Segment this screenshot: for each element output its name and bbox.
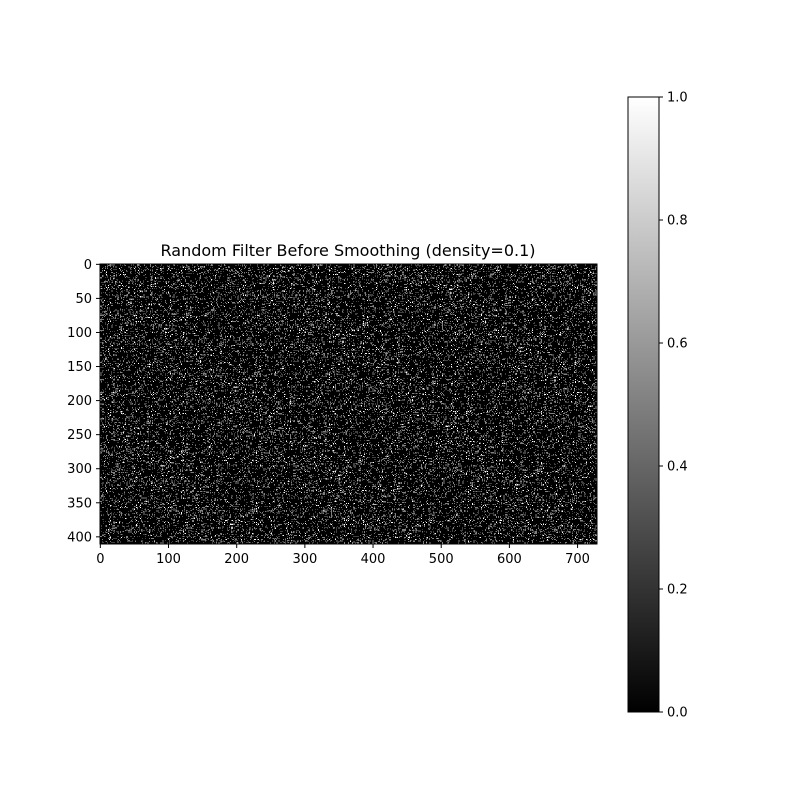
colorbar-tick-label: 1.0 bbox=[667, 91, 688, 106]
chart-title: Random Filter Before Smoothing (density=… bbox=[161, 241, 536, 260]
colorbar-tick-label: 0.6 bbox=[667, 337, 688, 352]
x-tick-label: 400 bbox=[361, 552, 386, 567]
y-tick-label: 150 bbox=[67, 360, 92, 375]
colorbar-tick-label: 0.8 bbox=[667, 214, 688, 229]
y-tick-label: 0 bbox=[84, 258, 92, 273]
y-tick-label: 300 bbox=[67, 462, 92, 477]
plot-frame bbox=[99, 263, 598, 545]
colorbar-tick-label: 0.4 bbox=[667, 460, 688, 475]
y-tick-label: 50 bbox=[75, 292, 92, 307]
colorbar-ticks: 0.0 0.2 0.4 0.6 0.8 1.0 bbox=[659, 91, 688, 721]
colorbar-tick-label: 0.0 bbox=[667, 706, 688, 721]
x-axis: 0 100 200 300 400 500 600 700 bbox=[96, 544, 590, 567]
y-tick-label: 250 bbox=[67, 428, 92, 443]
colorbar: 0.0 0.2 0.4 0.6 0.8 1.0 bbox=[627, 91, 688, 721]
y-axis: 0 50 100 150 200 250 300 350 400 bbox=[67, 258, 100, 545]
noise-image bbox=[100, 264, 597, 544]
x-tick-label: 700 bbox=[565, 552, 590, 567]
colorbar-tick-label: 0.2 bbox=[667, 583, 688, 598]
y-tick-label: 400 bbox=[67, 530, 92, 545]
x-tick-label: 600 bbox=[497, 552, 522, 567]
y-tick-label: 350 bbox=[67, 496, 92, 511]
x-tick-label: 0 bbox=[96, 552, 104, 567]
y-tick-label: 100 bbox=[67, 326, 92, 341]
colorbar-gradient bbox=[627, 96, 660, 713]
x-tick-label: 200 bbox=[224, 552, 249, 567]
x-tick-label: 500 bbox=[429, 552, 454, 567]
x-tick-label: 100 bbox=[156, 552, 181, 567]
plot-area bbox=[99, 263, 598, 545]
x-tick-label: 300 bbox=[292, 552, 317, 567]
y-tick-label: 200 bbox=[67, 394, 92, 409]
